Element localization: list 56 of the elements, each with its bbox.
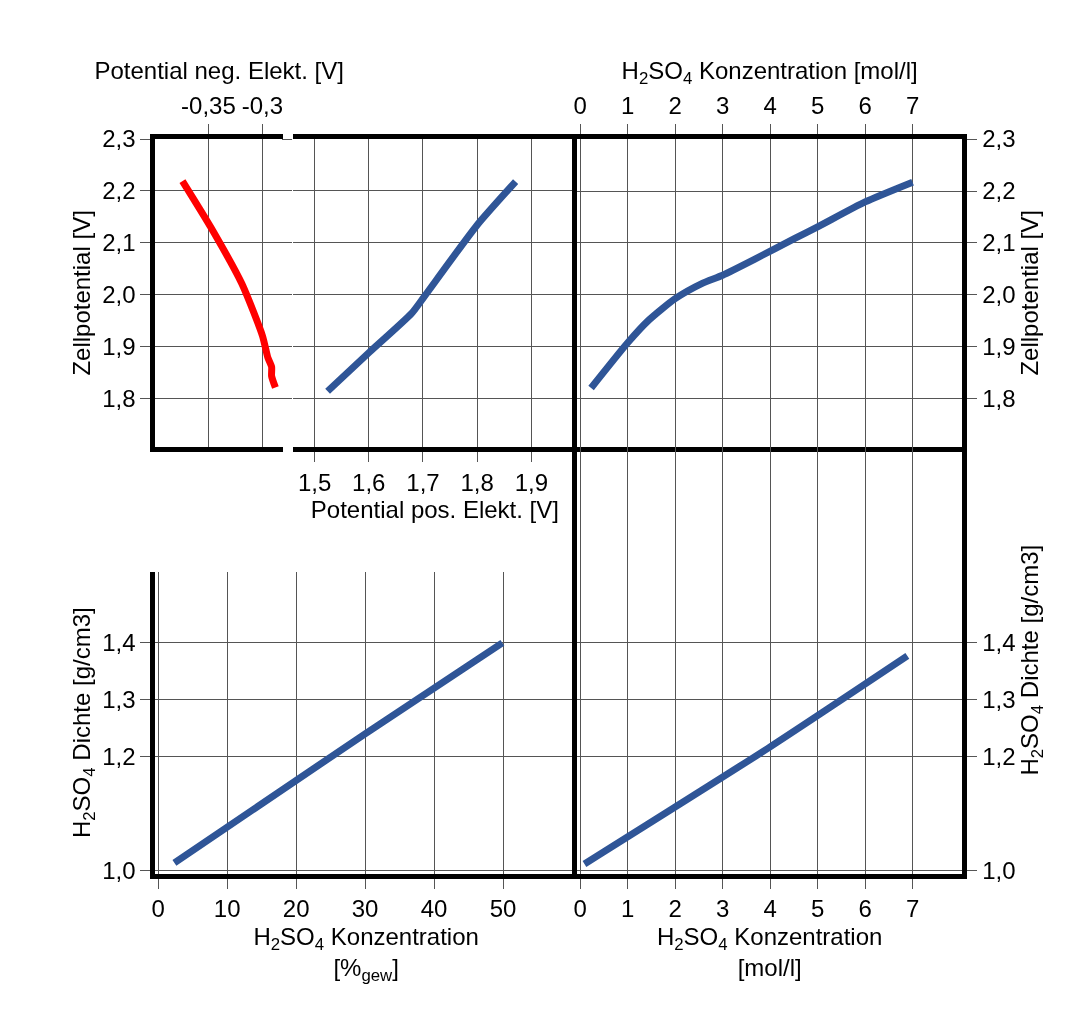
y-tick-label: 1,4 [102,629,136,657]
x-tick-label: 5 [810,895,825,923]
y-tick-label: 2,2 [982,177,1016,205]
x-axis-title: H$_{2}$SO$_{4}$ Konzentration [%$_{gew}$] [253,922,479,985]
x-tick-label: 6 [858,92,872,120]
x-tick-label: 1,6 [352,468,386,496]
y-tick-label: 1,2 [982,742,1016,770]
x-tick-label: 7 [905,895,920,923]
x-tick-label: -0,3 [241,92,284,120]
x-tick-label: 7 [905,92,920,120]
y-tick-label: 1,2 [102,742,136,770]
y-tick-label: 2,1 [982,229,1016,257]
y-tick-label: 1,0 [982,856,1016,884]
y-axis-title: Zellpotential [V] [1015,210,1043,376]
x-tick-label: 3 [715,895,730,923]
y-tick-label: 1,3 [102,686,136,714]
x-tick-label: 4 [763,92,777,120]
x-tick-label: 1,7 [406,468,440,496]
x-tick-label: 30 [351,895,379,923]
x-tick-label: 1 [620,895,635,923]
x-tick-label: 0 [573,92,587,120]
x-tick-label: 1,8 [460,468,494,496]
x-tick-label: 6 [858,895,872,923]
x-tick-label: 4 [763,895,777,923]
y-axis-title: Zellpotential [V] [68,210,96,376]
x-tick-label: 2 [668,895,682,923]
y-tick-label: 1,8 [982,385,1016,413]
y-tick-label: 1,4 [982,629,1016,657]
y-tick-label: 1,0 [102,856,136,884]
x-tick-label: 3 [715,92,730,120]
x-tick-label: 2 [668,92,682,120]
x-axis-title: H$_{2}$SO$_{4}$ Konzentration [mol/l] [621,56,918,88]
x-tick-label: 10 [213,895,241,923]
y-tick-label: 1,9 [982,333,1016,361]
x-tick-label: 20 [282,895,310,923]
x-tick-label: 5 [810,92,825,120]
x-tick-label: -0,35 [181,92,236,120]
x-tick-label: 0 [573,895,587,923]
x-tick-label: 40 [420,895,448,923]
y-tick-label: 1,8 [102,384,136,412]
x-tick-label: 1,9 [514,468,549,496]
y-tick-label: 2,1 [102,229,136,257]
y-tick-label: 2,0 [982,281,1016,309]
y-tick-label: 1,9 [102,332,136,360]
y-tick-label: 2,3 [982,125,1016,153]
y-tick-label: 2,3 [102,125,136,153]
y-tick-label: 2,2 [102,177,136,205]
y-tick-label: 2,0 [102,281,136,309]
x-tick-label: 50 [489,895,517,923]
x-tick-label: 1 [620,92,635,120]
x-axis-title: Potential neg. Elekt. [V] [94,56,344,84]
y-tick-label: 1,3 [982,686,1016,714]
x-tick-label: 0 [151,895,165,923]
x-axis-title: H$_{2}$SO$_{4}$ Konzentration [mol/l] [656,922,883,981]
x-tick-label: 1,5 [297,468,332,496]
x-axis-title: Potential pos. Elekt. [V] [310,495,559,523]
